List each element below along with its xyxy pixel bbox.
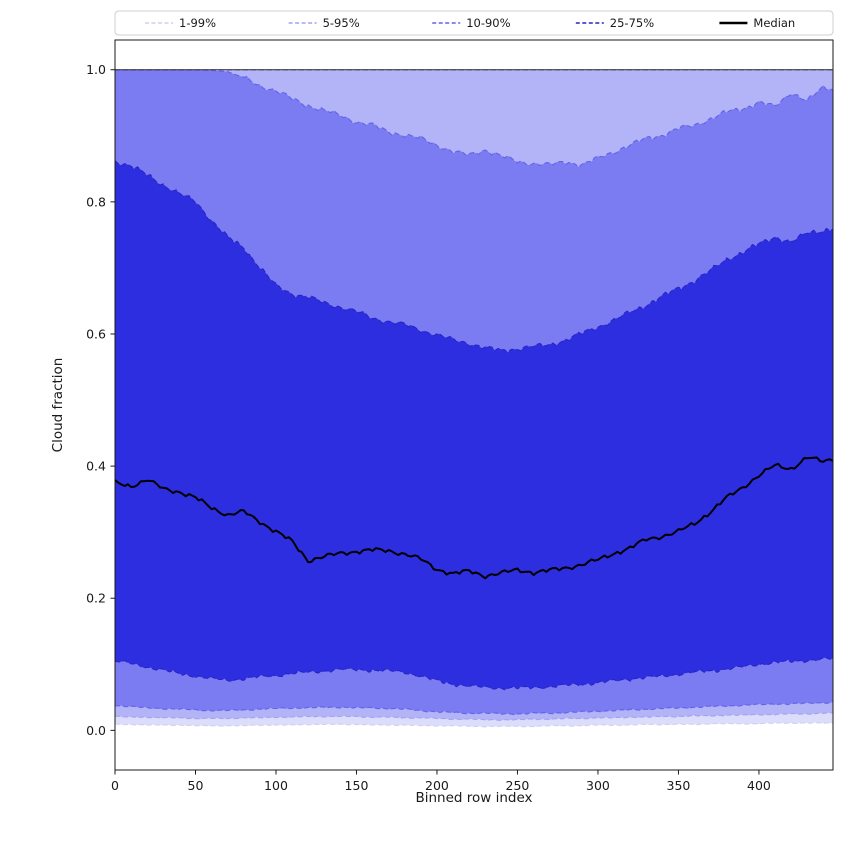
legend-entry-label: 25-75% — [610, 16, 654, 30]
x-tick-label: 300 — [586, 778, 610, 793]
legend-entry-label: Median — [753, 16, 795, 30]
x-tick-label: 0 — [111, 778, 119, 793]
x-tick-label: 100 — [264, 778, 288, 793]
x-tick-label: 250 — [506, 778, 530, 793]
band-edge-10-90 — [115, 701, 834, 716]
legend-entry-label: 1-99% — [179, 16, 216, 30]
legend: 1-99% 5-95% 10-90% 25-75% Median — [114, 10, 834, 36]
tick-labels: 0 50 100 150 200 250 300 350 400 0.0 0.2 0.4 0.6 0.8 1… — [86, 62, 771, 793]
x-tick-label: 350 — [667, 778, 691, 793]
median-line-group — [114, 456, 834, 580]
median-line — [114, 456, 834, 580]
band-edge-1-99 — [115, 722, 834, 728]
x-tick-label: 150 — [345, 778, 369, 793]
y-tick-label: 1.0 — [86, 62, 106, 77]
percentile-bands — [114, 69, 834, 728]
band-edge-25-75 — [114, 657, 834, 691]
x-tick-label: 50 — [188, 778, 204, 793]
plot-frame — [114, 39, 834, 771]
y-tick-label: 0.8 — [86, 194, 106, 209]
band-edge-5-95 — [114, 712, 833, 721]
y-tick-label: 0.4 — [86, 459, 106, 474]
legend-entry-label: 5-95% — [323, 16, 360, 30]
legend-entry-label: 10-90% — [466, 16, 510, 30]
y-tick-label: 0.6 — [86, 326, 106, 341]
x-axis-label: Binned row index — [415, 790, 532, 806]
x-tick-label: 200 — [425, 778, 449, 793]
band-edge-25-75 — [114, 160, 834, 354]
band-25-75 — [115, 160, 833, 690]
y-axis-label: Cloud fraction — [50, 358, 66, 453]
y-tick-label: 0.2 — [86, 591, 106, 606]
axes — [114, 39, 834, 771]
band-edge-10-90 — [115, 69, 833, 168]
y-tick-label: 0.0 — [86, 723, 106, 738]
legend-box — [114, 10, 834, 36]
x-tick-label: 400 — [747, 778, 771, 793]
